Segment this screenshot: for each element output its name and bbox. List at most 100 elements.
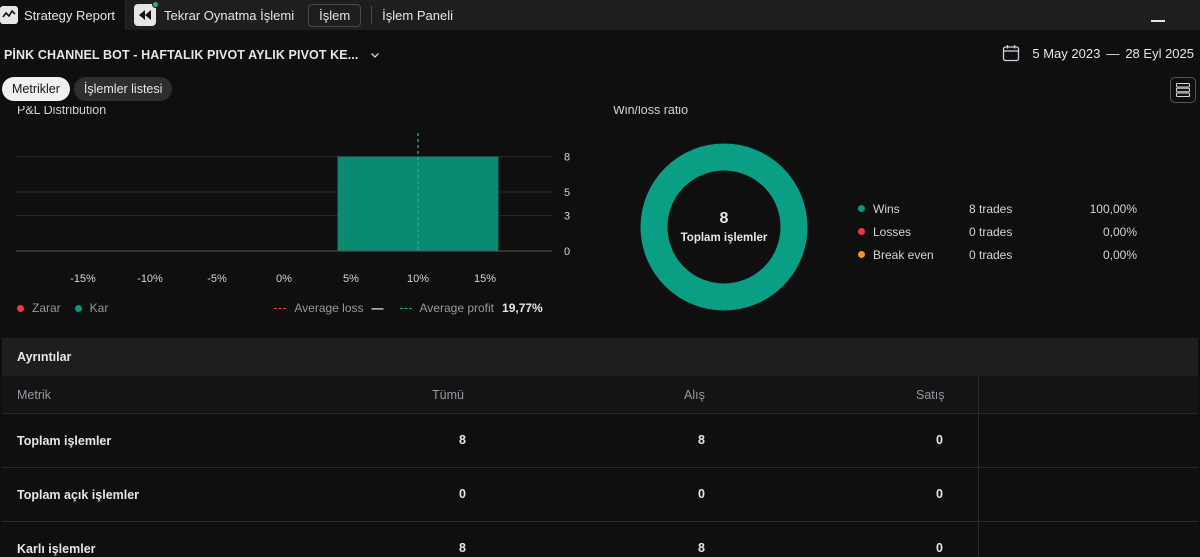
pnl-section-title: P&L Distribution: [17, 106, 107, 116]
rows-icon: [1175, 82, 1191, 98]
avg-loss-legend: Average loss —: [274, 301, 384, 315]
col-all: Tümü: [432, 388, 464, 402]
x-tick-label: 5%: [343, 273, 359, 285]
stat-name: Break even: [858, 248, 969, 262]
stat-percent: 100,00%: [1089, 201, 1137, 216]
rewind-icon: [134, 1, 160, 26]
details-title: Ayrıntılar: [2, 338, 1198, 376]
table-row: Karlı işlemler 8 8 0: [2, 522, 1198, 557]
x-tick-label: 15%: [474, 273, 496, 285]
loss-dot-icon: [17, 304, 24, 312]
column-divider: [978, 376, 979, 557]
row-long-value: 8: [698, 433, 705, 447]
legend-loss-label: Zarar: [32, 301, 61, 315]
row-label: Karlı işlemler: [17, 542, 96, 556]
x-tick-label: -10%: [137, 273, 163, 285]
legend-profit: Kar: [74, 301, 109, 315]
layout-toggle-button[interactable]: [1170, 77, 1196, 103]
stat-label: Break even: [873, 247, 934, 262]
pnl-legend: Zarar Kar Average loss — Average profit 19…: [17, 301, 543, 315]
row-all-value: 8: [459, 433, 466, 447]
stat-dot-icon: [858, 228, 865, 235]
calendar-icon: [1003, 45, 1020, 62]
pnl-distribution-chart: 0 3 5 8 -15% -10% -5% 0% 5% 10% 15%: [16, 133, 570, 285]
replay-tab[interactable]: Tekrar Oynatma İşlemi: [134, 0, 304, 30]
stat-row-break-even: Break even 0 trades 0,00%: [858, 243, 1137, 266]
date-separator: —: [1106, 45, 1120, 61]
y-tick-label: 5: [564, 187, 570, 199]
table-row: Toplam işlemler 8 8 0: [2, 414, 1198, 468]
islem-paneli-button[interactable]: İşlem Paneli: [382, 7, 453, 23]
row-label: Toplam açık işlemler: [17, 488, 140, 502]
details-column-headers: Metrik Tümü Alış Satış: [2, 376, 1198, 414]
chevron-down-icon[interactable]: [370, 50, 380, 60]
winloss-stats: Wins 8 trades 100,00% Losses 0 trades 0,00% Br…: [858, 197, 1137, 266]
replay-tab-label: Tekrar Oynatma İşlemi: [164, 7, 295, 23]
total-trades-label: Toplam işlemler: [680, 232, 768, 244]
stat-percent: 0,00%: [1102, 247, 1137, 262]
tab-trades-list[interactable]: İşlemler listesi: [73, 77, 173, 101]
avg-profit-dash-icon: [399, 307, 412, 309]
profit-dot-icon: [74, 304, 82, 312]
tab-metrics[interactable]: Metrikler: [2, 77, 70, 101]
row-long-value: 0: [698, 487, 705, 501]
tab-divider: [125, 0, 127, 30]
row-all-value: 0: [459, 487, 466, 501]
col-long: Alış: [684, 388, 705, 402]
total-trades-value: 8: [719, 210, 729, 227]
stat-row-wins: Wins 8 trades 100,00%: [858, 197, 1137, 220]
col-metric: Metrik: [17, 388, 52, 402]
y-tick-label: 3: [564, 211, 570, 223]
wins-ring-arc: [640, 143, 808, 311]
x-tick-label: 0%: [276, 273, 292, 285]
top-bar: Strategy Report Tekrar Oynatma İşlemi İş…: [0, 0, 1200, 30]
report-tabs: Metrikler İşlemler listesi: [2, 77, 173, 101]
row-label: Toplam işlemler: [17, 434, 112, 448]
date-end: 28 Eyl 2025: [1125, 45, 1194, 61]
minimize-icon[interactable]: [1151, 8, 1165, 22]
x-tick-label: -5%: [207, 273, 227, 285]
row-short-value: 0: [936, 433, 943, 447]
donut-center: 8 Toplam işlemler: [640, 143, 808, 311]
stat-label: Wins: [873, 201, 900, 216]
strategy-header: PİNK CHANNEL BOT - HAFTALIK PIVOT AYLIK …: [0, 40, 1200, 70]
winloss-section-title: Win/loss ratio: [613, 106, 689, 116]
row-all-value: 8: [459, 541, 466, 555]
stat-dot-icon: [858, 205, 865, 212]
stat-name: Losses: [858, 225, 969, 239]
strategy-report-icon: [0, 6, 18, 24]
row-long-value: 8: [698, 541, 705, 555]
islem-button[interactable]: İşlem: [308, 3, 362, 27]
winloss-donut: [640, 143, 808, 311]
stat-row-losses: Losses 0 trades 0,00%: [858, 220, 1137, 243]
strategy-name[interactable]: PİNK CHANNEL BOT - HAFTALIK PIVOT AYLIK …: [4, 48, 359, 62]
y-tick-label: 8: [564, 152, 570, 164]
stat-name: Wins: [858, 202, 969, 216]
toolbar-divider: [371, 6, 373, 24]
stat-trades: 8 trades: [969, 201, 1013, 216]
date-start: 5 May 2023: [1032, 45, 1101, 61]
legend-loss: Zarar: [17, 301, 61, 315]
x-tick-label: -15%: [70, 273, 96, 285]
stat-trades: 0 trades: [969, 247, 1013, 262]
row-short-value: 0: [936, 541, 943, 555]
avg-loss-label: Average loss: [294, 301, 364, 315]
table-row: Toplam açık işlemler 0 0 0: [2, 468, 1198, 522]
row-short-value: 0: [936, 487, 943, 501]
avg-profit-legend: Average profit 19,77%: [399, 301, 543, 315]
stat-label: Losses: [873, 224, 912, 239]
avg-loss-dash-icon: [274, 307, 287, 309]
stat-dot-icon: [858, 251, 865, 258]
avg-profit-label: Average profit: [419, 301, 495, 315]
strategy-report-label: Strategy Report: [24, 7, 116, 23]
stat-percent: 0,00%: [1102, 224, 1137, 239]
x-tick-label: 10%: [407, 273, 429, 285]
date-range[interactable]: 5 May 2023 — 28 Eyl 2025: [1002, 44, 1194, 62]
status-dot: [152, 1, 160, 8]
stat-trades: 0 trades: [969, 224, 1013, 239]
y-tick-label: 0: [564, 246, 570, 258]
col-short: Satış: [916, 388, 945, 402]
avg-profit-value: 19,77%: [502, 301, 543, 315]
legend-profit-label: Kar: [89, 301, 109, 315]
strategy-report-tab[interactable]: Strategy Report: [0, 0, 126, 30]
